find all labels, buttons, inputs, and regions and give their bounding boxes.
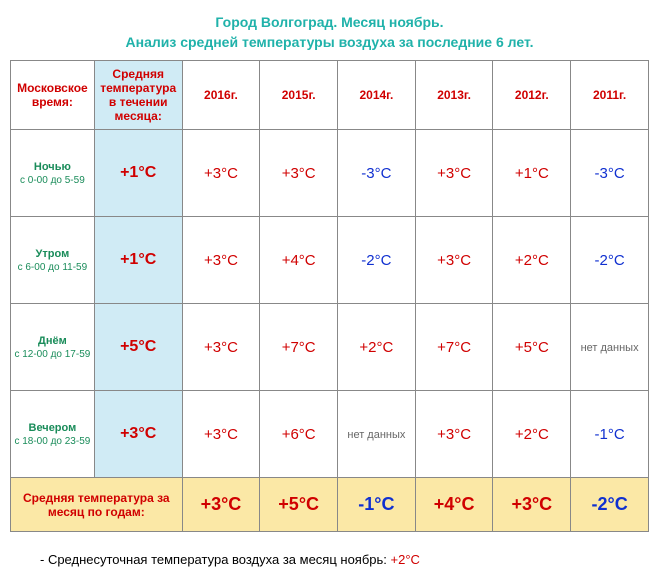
- header-avg: Средняя температура в течении месяца:: [94, 61, 182, 130]
- value-cell: -1°C: [571, 391, 649, 478]
- value-cell: +2°C: [493, 217, 571, 304]
- bottom-note: - Среднесуточная температура воздуха за …: [10, 552, 649, 567]
- value-cell: нет данных: [571, 304, 649, 391]
- value-cell: +4°C: [260, 217, 338, 304]
- header-2016: 2016г.: [182, 61, 260, 130]
- value-cell: +3°C: [415, 130, 493, 217]
- header-time: Московское время:: [11, 61, 95, 130]
- header-row: Московское время: Средняя температура в …: [11, 61, 649, 130]
- value-cell: +3°C: [182, 304, 260, 391]
- value-cell: +5°C: [493, 304, 571, 391]
- footer-cell: +5°C: [260, 478, 338, 532]
- value-cell: +6°C: [260, 391, 338, 478]
- footer-row: Средняя температура за месяц по годам: +…: [11, 478, 649, 532]
- value-cell: +2°C: [493, 391, 571, 478]
- footer-cell: +3°C: [182, 478, 260, 532]
- value-cell: -3°C: [338, 130, 416, 217]
- row-label: Ночьюс 0-00 до 5-59: [11, 130, 95, 217]
- value-cell: -2°C: [338, 217, 416, 304]
- title-line-2: Анализ средней температуры воздуха за по…: [10, 34, 649, 50]
- footer-cell: -1°C: [338, 478, 416, 532]
- header-2013: 2013г.: [415, 61, 493, 130]
- row-label: Утромс 6-00 до 11-59: [11, 217, 95, 304]
- avg-cell: +1°C: [94, 130, 182, 217]
- value-cell: +3°C: [182, 130, 260, 217]
- row-label: Днёмс 12-00 до 17-59: [11, 304, 95, 391]
- footer-cell: +4°C: [415, 478, 493, 532]
- footer-cell: +3°C: [493, 478, 571, 532]
- header-2014: 2014г.: [338, 61, 416, 130]
- value-cell: +3°C: [182, 217, 260, 304]
- value-cell: -3°C: [571, 130, 649, 217]
- value-cell: +3°C: [260, 130, 338, 217]
- table-row: Вечеромс 18-00 до 23-59+3°C+3°C+6°Cнет д…: [11, 391, 649, 478]
- temperature-table: Московское время: Средняя температура в …: [10, 60, 649, 532]
- footer-label: Средняя температура за месяц по годам:: [11, 478, 183, 532]
- bottom-text: - Среднесуточная температура воздуха за …: [40, 552, 391, 567]
- header-2015: 2015г.: [260, 61, 338, 130]
- avg-cell: +5°C: [94, 304, 182, 391]
- value-cell: +3°C: [182, 391, 260, 478]
- table-row: Днёмс 12-00 до 17-59+5°C+3°C+7°C+2°C+7°C…: [11, 304, 649, 391]
- value-cell: +3°C: [415, 217, 493, 304]
- value-cell: +1°C: [493, 130, 571, 217]
- title-line-1: Город Волгоград. Месяц ноябрь.: [10, 14, 649, 30]
- footer-cell: -2°C: [571, 478, 649, 532]
- row-label: Вечеромс 18-00 до 23-59: [11, 391, 95, 478]
- header-2011: 2011г.: [571, 61, 649, 130]
- value-cell: +7°C: [415, 304, 493, 391]
- value-cell: нет данных: [338, 391, 416, 478]
- header-2012: 2012г.: [493, 61, 571, 130]
- table-row: Ночьюс 0-00 до 5-59+1°C+3°C+3°C-3°C+3°C+…: [11, 130, 649, 217]
- avg-cell: +1°C: [94, 217, 182, 304]
- avg-cell: +3°C: [94, 391, 182, 478]
- value-cell: +7°C: [260, 304, 338, 391]
- value-cell: +2°C: [338, 304, 416, 391]
- bottom-value: +2°C: [391, 552, 420, 567]
- value-cell: +3°C: [415, 391, 493, 478]
- value-cell: -2°C: [571, 217, 649, 304]
- table-row: Утромс 6-00 до 11-59+1°C+3°C+4°C-2°C+3°C…: [11, 217, 649, 304]
